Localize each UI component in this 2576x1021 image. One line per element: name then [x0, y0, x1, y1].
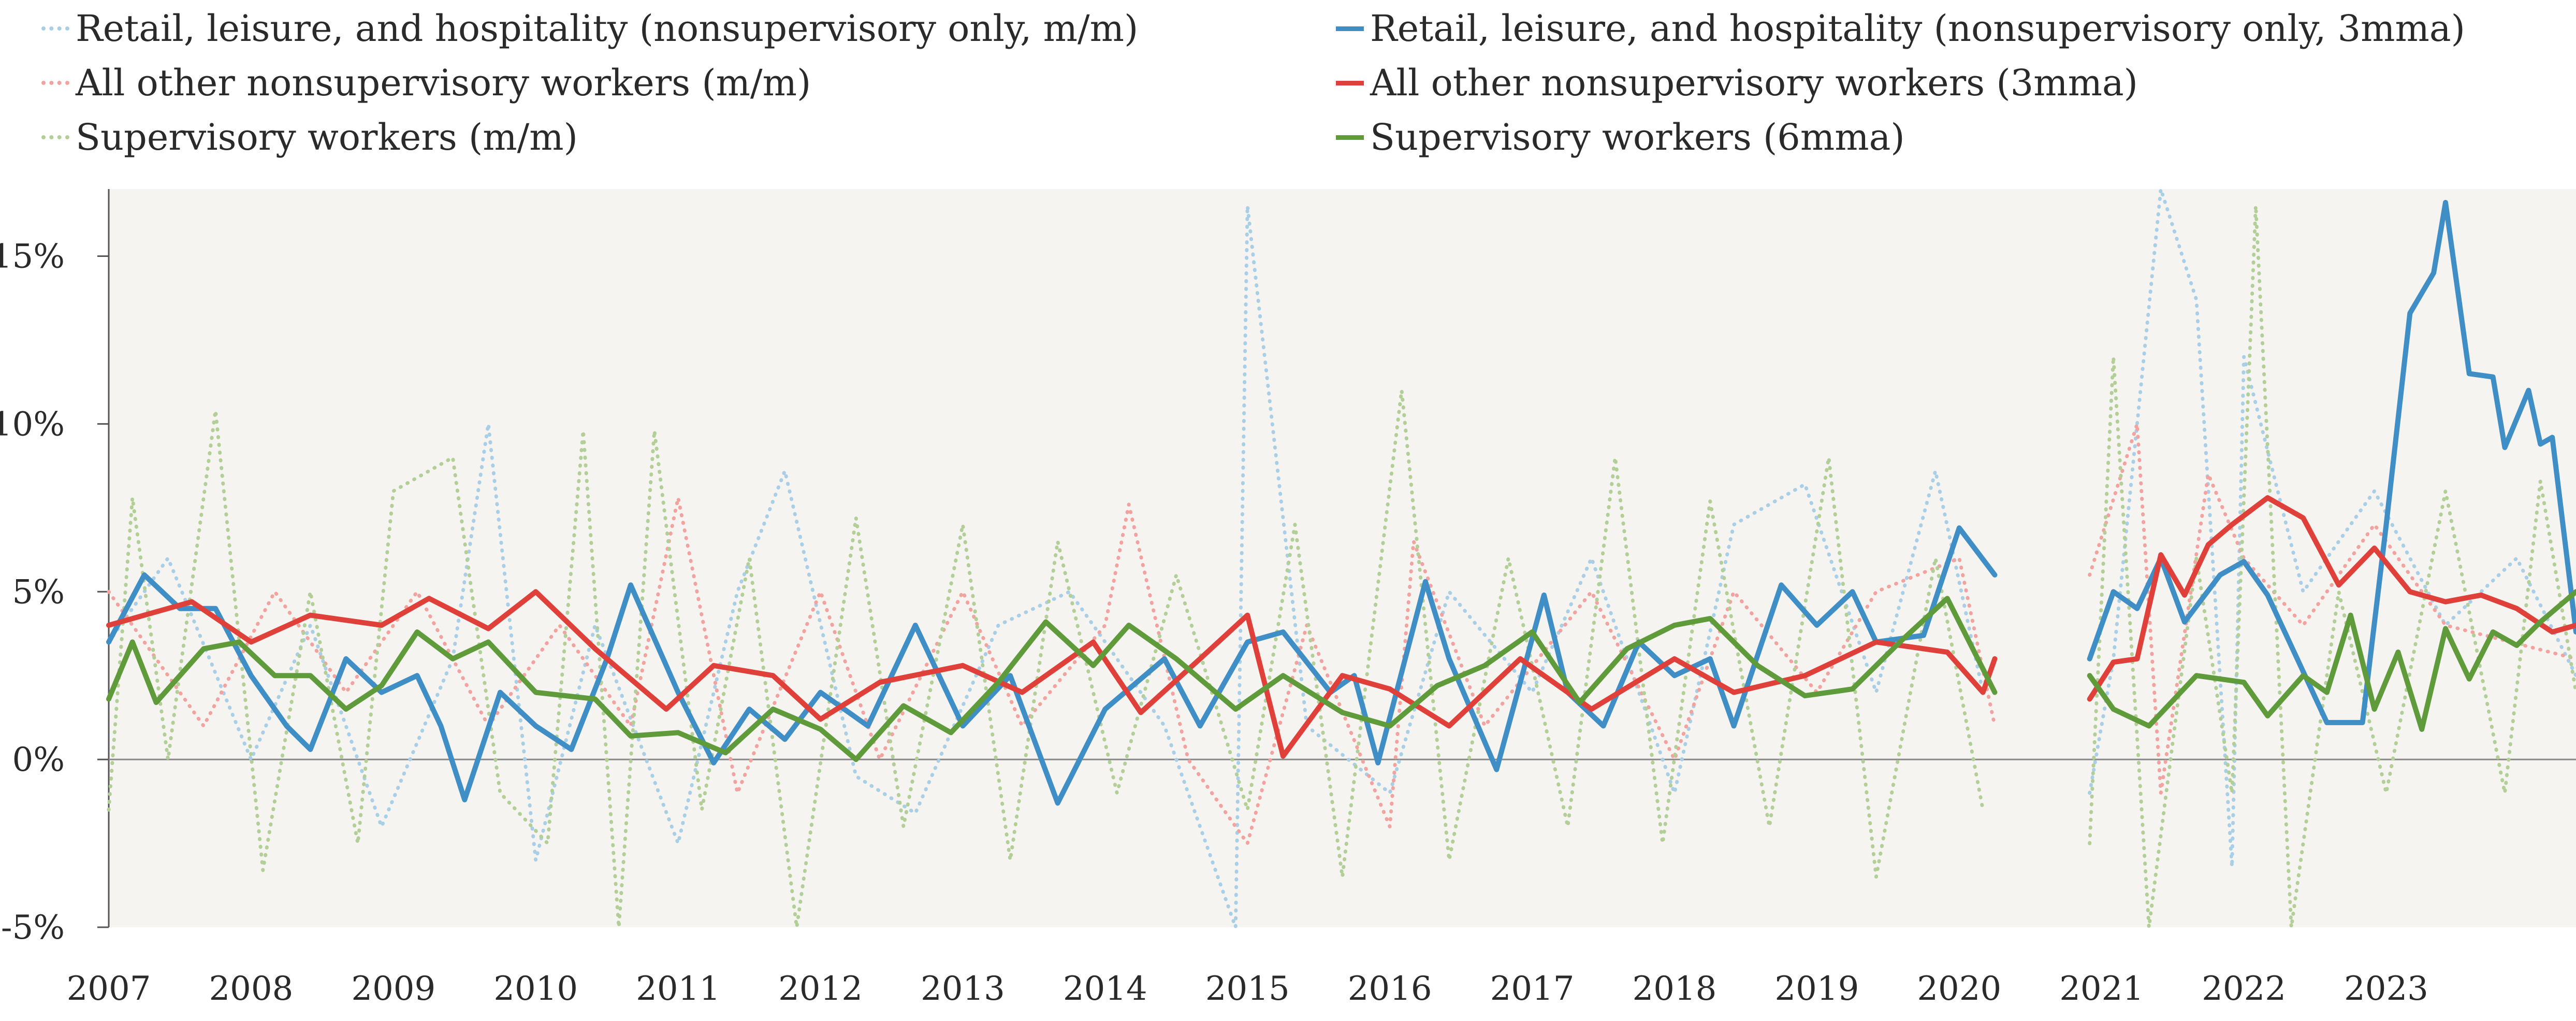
legend-item-supervisory-6mma: Supervisory workers (6mma) [1294, 111, 1905, 163]
series-line-4-0 [106, 589, 1998, 759]
tick-labels-layer: 15% 10% 5% 0% -5%2007 2008 2009 2010 2011 2012 201… [0, 238, 2428, 1008]
legend-label-supervisory-6mma: Supervisory workers (6mma) [1370, 116, 1905, 159]
x-tick-label: 2014 [1063, 970, 1147, 1008]
x-tick-label: 2019 [1774, 970, 1859, 1008]
legend-item-other-3mma: All other nonsupervisory workers (3mma) [1294, 57, 2138, 109]
legend-label-supervisory-mm: Supervisory workers (m/m) [76, 116, 578, 159]
chart-legend: Retail, leisure, and hospitality (nonsup… [0, 0, 2576, 171]
series-line-5-0 [106, 596, 1998, 763]
legend-label-retail-mm: Retail, leisure, and hospitality (nonsup… [76, 7, 1139, 50]
series-line-4-1 [2087, 495, 2576, 702]
series-line-1-1 [2088, 422, 2576, 795]
x-tick-label: 2012 [778, 970, 863, 1008]
x-tick-label: 2011 [636, 970, 720, 1008]
series-line-1-0 [107, 496, 1997, 845]
x-tick-label: 2010 [493, 970, 578, 1008]
legend-item-supervisory-mm: Supervisory workers (m/m) [0, 111, 578, 163]
legend-swatch-supervisory-mm [41, 135, 69, 139]
series-line-5-1 [2087, 589, 2576, 732]
x-tick-label: 2009 [351, 970, 435, 1008]
axes-layer [97, 189, 2576, 928]
x-tick-label: 2020 [1917, 970, 2001, 1008]
x-tick-label: 2017 [1490, 970, 1575, 1008]
legend-label-retail-3mma: Retail, leisure, and hospitality (nonsup… [1370, 7, 2465, 50]
x-tick-label: 2015 [1205, 970, 1290, 1008]
y-tick-label: -5% [1, 909, 65, 947]
x-tick-label: 2022 [2202, 970, 2286, 1008]
series-line-2-0 [107, 389, 1985, 929]
x-tick-label: 2023 [2344, 970, 2428, 1008]
legend-swatch-other-mm [41, 81, 69, 85]
series-line-0-0 [107, 204, 1985, 929]
legend-swatch-retail-3mma [1336, 26, 1364, 31]
y-tick-label: 0% [12, 741, 65, 779]
x-tick-label: 2013 [921, 970, 1005, 1008]
x-tick-label: 2021 [2059, 970, 2144, 1008]
x-tick-label: 2007 [67, 970, 151, 1008]
y-tick-label: 10% [0, 405, 65, 443]
legend-swatch-supervisory-6mma [1336, 135, 1364, 140]
series-line-2-1 [2088, 204, 2576, 929]
series-layer [106, 187, 2576, 929]
legend-item-retail-3mma: Retail, leisure, and hospitality (nonsup… [1294, 3, 2465, 54]
y-tick-label: 15% [0, 238, 65, 276]
legend-label-other-3mma: All other nonsupervisory workers (3mma) [1370, 62, 2138, 104]
plot-area [109, 189, 2576, 927]
series-line-3-1 [2087, 199, 2576, 725]
legend-swatch-retail-mm [41, 26, 69, 31]
x-tick-label: 2008 [209, 970, 293, 1008]
legend-item-retail-mm: Retail, leisure, and hospitality (nonsup… [0, 3, 1138, 54]
x-tick-label: 2016 [1348, 970, 1432, 1008]
x-tick-label: 2018 [1633, 970, 1717, 1008]
legend-swatch-other-3mma [1336, 80, 1364, 85]
legend-label-other-mm: All other nonsupervisory workers (m/m) [76, 62, 811, 104]
legend-item-other-mm: All other nonsupervisory workers (m/m) [0, 57, 811, 109]
series-line-0-1 [2088, 187, 2576, 869]
y-tick-label: 5% [12, 573, 65, 611]
